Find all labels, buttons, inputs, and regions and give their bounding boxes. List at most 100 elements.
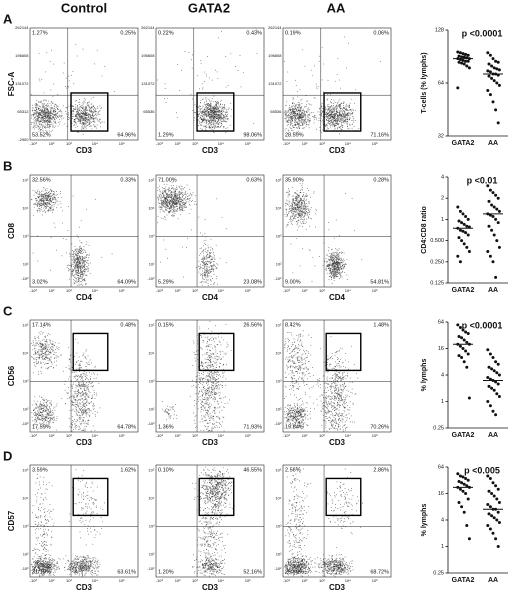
event-dot bbox=[216, 105, 217, 106]
event-dot bbox=[204, 111, 205, 113]
event-dot bbox=[88, 257, 90, 258]
event-dot bbox=[40, 195, 42, 197]
event-dot bbox=[180, 201, 182, 203]
event-dot bbox=[39, 114, 40, 115]
event-dot bbox=[332, 123, 333, 125]
event-dot bbox=[341, 110, 343, 112]
event-dot bbox=[81, 105, 82, 107]
event-dot bbox=[75, 115, 77, 117]
event-dot bbox=[296, 118, 298, 120]
event-dot bbox=[57, 200, 58, 202]
event-dot bbox=[168, 195, 170, 197]
event-dot bbox=[211, 117, 212, 119]
event-dot bbox=[352, 108, 354, 110]
event-dot bbox=[214, 258, 216, 260]
event-dot bbox=[334, 106, 336, 108]
event-dot bbox=[81, 117, 82, 119]
event-dot bbox=[82, 260, 84, 262]
x-tick-label: -10³ bbox=[156, 288, 164, 293]
event-dot bbox=[60, 191, 61, 192]
event-dot bbox=[297, 124, 299, 126]
event-dot bbox=[53, 120, 54, 122]
event-dot bbox=[78, 110, 80, 112]
event-dot bbox=[206, 275, 208, 277]
event-dot bbox=[76, 263, 77, 265]
event-dot bbox=[83, 274, 85, 276]
event-dot bbox=[80, 270, 82, 272]
event-dot bbox=[215, 117, 217, 119]
event-dot bbox=[216, 106, 218, 107]
event-dot bbox=[56, 112, 58, 114]
event-dot bbox=[169, 197, 171, 198]
event-dot bbox=[284, 111, 286, 112]
event-dot bbox=[73, 125, 75, 126]
event-dot bbox=[162, 201, 163, 203]
event-dot bbox=[171, 202, 172, 203]
event-dot bbox=[304, 214, 306, 216]
event-dot bbox=[209, 279, 211, 281]
event-dot bbox=[293, 112, 295, 114]
event-dot bbox=[230, 53, 232, 55]
data-dot bbox=[496, 60, 500, 64]
event-dot bbox=[79, 248, 81, 249]
event-dot bbox=[160, 193, 161, 195]
event-dot bbox=[302, 210, 303, 212]
event-dot bbox=[295, 109, 297, 111]
event-dot bbox=[77, 108, 79, 110]
event-dot bbox=[98, 119, 100, 121]
event-dot bbox=[305, 205, 306, 207]
event-dot bbox=[86, 256, 87, 258]
event-dot bbox=[207, 108, 208, 109]
event-dot bbox=[92, 105, 94, 107]
event-dot bbox=[46, 196, 48, 198]
event-dot bbox=[36, 201, 38, 203]
event-dot bbox=[321, 110, 323, 112]
event-dot bbox=[33, 114, 35, 116]
event-dot bbox=[34, 104, 36, 106]
event-dot bbox=[338, 115, 340, 116]
event-dot bbox=[40, 199, 42, 201]
event-dot bbox=[168, 193, 169, 195]
event-dot bbox=[210, 255, 212, 257]
event-dot bbox=[41, 119, 43, 121]
event-dot bbox=[288, 107, 290, 109]
event-dot bbox=[296, 114, 298, 115]
event-dot bbox=[202, 260, 204, 262]
event-dot bbox=[88, 115, 90, 117]
event-dot bbox=[46, 121, 47, 122]
event-dot bbox=[319, 114, 321, 116]
event-dot bbox=[327, 94, 329, 95]
event-dot bbox=[351, 127, 353, 129]
quadrant-value: 28.59% bbox=[285, 132, 304, 138]
event-dot bbox=[59, 201, 61, 202]
event-dot bbox=[32, 110, 34, 112]
event-dot bbox=[78, 266, 79, 267]
event-dot bbox=[298, 215, 300, 217]
event-dot bbox=[54, 199, 56, 201]
event-dot bbox=[159, 209, 161, 210]
event-dot bbox=[339, 98, 341, 100]
event-dot bbox=[175, 194, 176, 196]
event-dot bbox=[300, 117, 302, 118]
event-dot bbox=[288, 120, 290, 121]
event-dot bbox=[163, 196, 165, 198]
event-dot bbox=[215, 108, 216, 110]
event-dot bbox=[208, 256, 209, 258]
event-dot bbox=[45, 195, 46, 196]
event-dot bbox=[53, 109, 55, 111]
event-dot bbox=[287, 123, 289, 125]
event-dot bbox=[49, 199, 50, 201]
event-dot bbox=[81, 268, 82, 270]
event-dot bbox=[78, 268, 80, 269]
event-dot bbox=[55, 202, 57, 204]
event-dot bbox=[83, 110, 84, 112]
event-dot bbox=[322, 108, 324, 109]
event-dot bbox=[304, 115, 306, 116]
event-dot bbox=[216, 103, 218, 104]
event-dot bbox=[176, 185, 178, 187]
event-dot bbox=[83, 248, 85, 250]
event-dot bbox=[348, 104, 350, 106]
event-dot bbox=[34, 113, 36, 115]
event-dot bbox=[338, 105, 339, 107]
data-dot bbox=[496, 121, 500, 125]
